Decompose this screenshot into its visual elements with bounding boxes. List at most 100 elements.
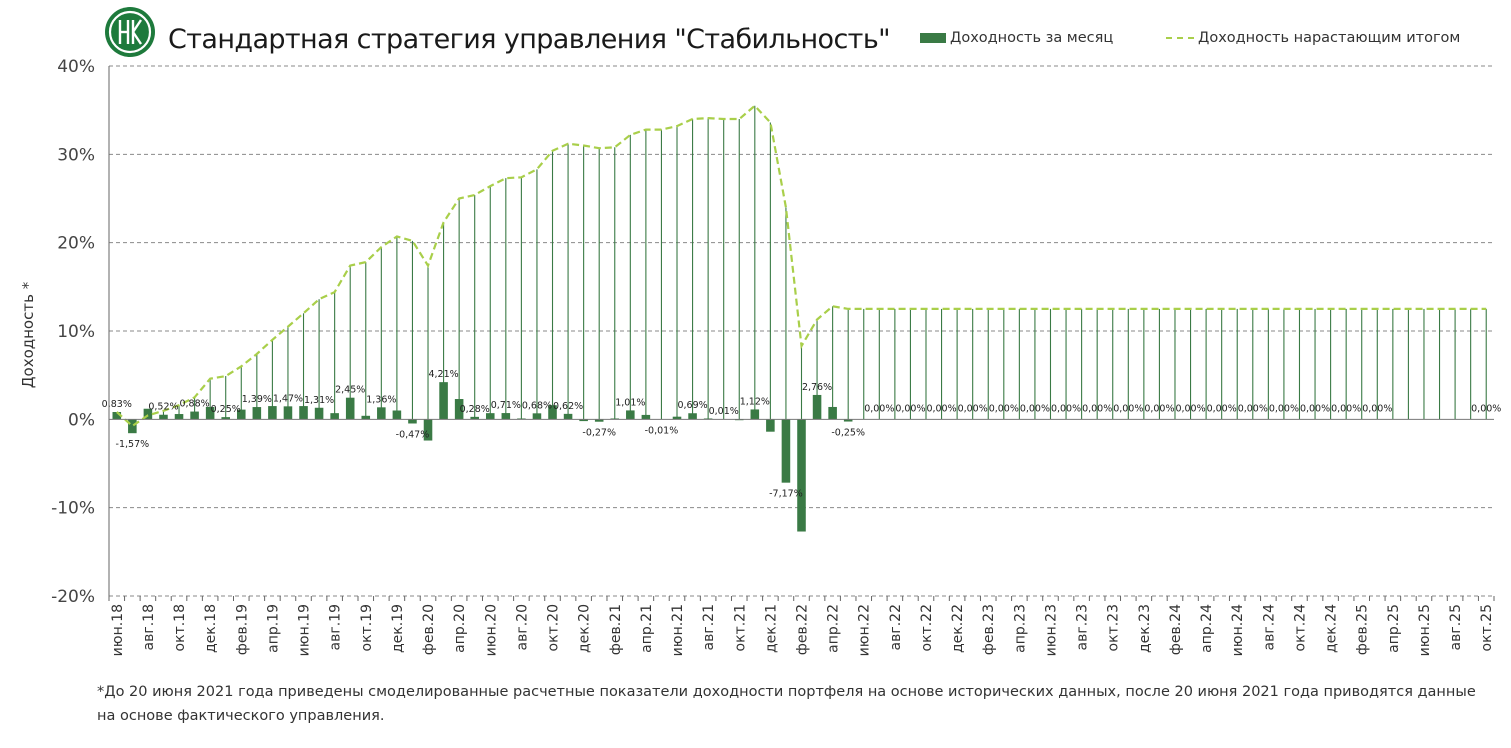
x-tick-label: окт.19	[359, 604, 375, 651]
y-axis-label: Доходность *	[19, 281, 37, 388]
monthly-bar	[548, 405, 557, 420]
x-tick-label: дек.22	[950, 604, 966, 653]
drop-lines	[116, 105, 1487, 426]
x-tick-label: фев.19	[234, 604, 250, 655]
data-labels: 0,83% -1,57% 0,52% 0,88%0,25%1,39% 1,47% 1,31…	[102, 369, 1502, 500]
monthly-bar	[345, 397, 355, 420]
x-tick-label: окт.21	[732, 604, 748, 651]
x-tick-label: июн.25	[1417, 604, 1433, 656]
bars	[112, 382, 853, 532]
x-tick-label: фев.21	[608, 604, 624, 655]
x-tick-label: фев.23	[981, 604, 997, 655]
y-tick-label: 20%	[57, 234, 95, 254]
monthly-bar	[532, 413, 542, 420]
monthly-bar	[299, 406, 308, 420]
data-label: 1,12%	[740, 396, 770, 407]
data-label: 2,76%	[802, 382, 832, 393]
data-label: -0,01%	[645, 425, 679, 436]
data-label: 0,00%	[1331, 403, 1361, 414]
y-tick-label: -20%	[51, 587, 95, 607]
data-label: 0,88%	[179, 399, 209, 410]
data-label: -7,17%	[769, 489, 803, 500]
chart-canvas: 0,83% -1,57% 0,52% 0,88%0,25%1,39% 1,47% 1,31…	[19, 57, 1502, 656]
legend-item-cumulative: Доходность нарастающим итогом	[1166, 30, 1460, 46]
monthly-bar	[501, 413, 511, 420]
data-label: 0,00%	[958, 403, 988, 414]
monthly-bar	[470, 416, 479, 420]
legend-swatch-dashed-line	[1166, 37, 1194, 39]
data-label: 0,00%	[1471, 403, 1501, 414]
x-tick-label: дек.19	[390, 604, 406, 653]
data-label: 0,28%	[460, 404, 490, 415]
data-label: 1,01%	[615, 397, 645, 408]
data-label: 0,00%	[1207, 403, 1237, 414]
data-label: -0,25%	[831, 428, 865, 439]
monthly-bar	[812, 394, 822, 420]
monthly-bar	[485, 413, 495, 420]
data-label: 0,62%	[553, 401, 583, 412]
monthly-bar	[454, 399, 464, 420]
monthly-bar	[672, 416, 682, 420]
data-label: 0,83%	[102, 399, 132, 410]
x-tick-label: авг.21	[701, 604, 717, 650]
monthly-bar	[268, 406, 277, 420]
monthly-bar	[563, 413, 573, 420]
data-label: 0,00%	[1238, 403, 1268, 414]
x-tick-label: дек.20	[577, 604, 593, 653]
data-label: 0,25%	[211, 404, 241, 415]
data-label: 1,47%	[273, 393, 303, 404]
data-label: 0,00%	[1362, 403, 1392, 414]
data-label: 0,00%	[1020, 403, 1050, 414]
monthly-bar	[408, 419, 417, 424]
legend-label-monthly: Доходность за месяц	[950, 30, 1114, 46]
x-tick-label: окт.20	[546, 604, 562, 651]
company-logo	[105, 7, 155, 57]
legend-label-cumulative: Доходность нарастающим итогом	[1198, 30, 1461, 46]
x-tick-label: фев.22	[795, 604, 811, 655]
data-label: 0,71%	[491, 400, 521, 411]
x-tick-label: июн.22	[857, 604, 873, 656]
cumulative-line	[116, 104, 1487, 428]
x-tick-label: апр.20	[452, 604, 468, 653]
footnote: *До 20 июня 2021 года приведены смоделир…	[97, 684, 1476, 724]
monthly-bar	[128, 419, 137, 434]
x-tick-label: апр.25	[1386, 604, 1402, 653]
x-tick-label: фев.20	[421, 604, 437, 655]
x-tick-label: июн.23	[1043, 604, 1059, 656]
monthly-bar	[797, 419, 806, 532]
monthly-bar	[174, 414, 184, 420]
monthly-bar	[626, 410, 635, 420]
x-tick-label: дек.23	[1137, 604, 1153, 653]
x-tick-label: авг.25	[1448, 604, 1464, 650]
y-tick-label: 10%	[57, 322, 95, 342]
x-tick-label: авг.20	[514, 604, 530, 650]
x-tick-label: апр.22	[826, 604, 842, 653]
monthly-bar	[159, 414, 168, 420]
monthly-bar	[423, 419, 433, 441]
data-label: 0,00%	[1113, 403, 1143, 414]
x-tick-label: авг.24	[1261, 604, 1277, 651]
monthly-bar	[236, 409, 246, 420]
x-tick-label: окт.23	[1106, 604, 1122, 651]
x-tick-label: авг.22	[888, 604, 904, 650]
monthly-bar	[392, 410, 402, 420]
monthly-bar	[843, 419, 853, 422]
chart-title: Стандартная стратегия управления "Стабил…	[168, 24, 891, 55]
data-label: 0,00%	[1269, 403, 1299, 414]
x-tick-label: окт.18	[172, 604, 188, 651]
data-label: 0,00%	[864, 403, 894, 414]
data-label: 1,36%	[366, 394, 396, 405]
monthly-bar	[781, 419, 791, 483]
x-tick-label: июн.18	[110, 604, 126, 656]
monthly-bar	[190, 411, 199, 420]
x-tick-label: июн.19	[297, 604, 313, 656]
x-tick-label: фев.24	[1168, 604, 1184, 655]
cumulative-series-line	[116, 104, 1487, 428]
monthly-bar	[579, 419, 588, 422]
data-label: 1,31%	[304, 395, 334, 406]
x-tick-label: окт.24	[1292, 604, 1308, 652]
monthly-bar	[361, 415, 371, 420]
data-label: 0,00%	[1082, 403, 1112, 414]
data-label: -0,47%	[396, 429, 430, 440]
data-label: 0,68%	[522, 400, 552, 411]
